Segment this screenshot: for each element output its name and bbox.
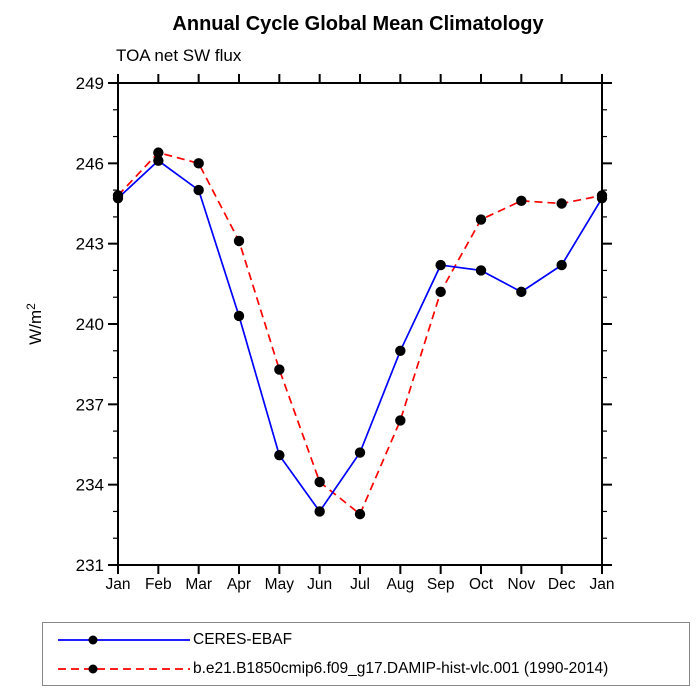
series-lines — [117, 151, 603, 516]
data-point — [314, 506, 325, 517]
data-point — [314, 476, 325, 488]
x-tick-label: Jan — [106, 576, 131, 593]
data-point — [475, 214, 487, 225]
y-tick-label: 243 — [76, 235, 104, 254]
data-point — [193, 158, 204, 169]
data-point — [274, 450, 285, 461]
y-tick-label: 249 — [76, 74, 104, 93]
y-tick-label: 231 — [76, 556, 104, 575]
axes — [108, 74, 612, 574]
x-tick-label: Sep — [427, 576, 455, 593]
legend: CERES-EBAF b.e21.B1850cmip6.f09_g17.DAMI… — [42, 622, 690, 686]
data-point — [516, 286, 527, 298]
legend-item-model: b.e21.B1850cmip6.f09_g17.DAMIP-hist-vlc.… — [43, 654, 689, 683]
data-point — [435, 259, 446, 271]
series-line-1 — [117, 151, 603, 516]
x-tick-label: Apr — [227, 576, 251, 593]
data-point — [395, 415, 406, 426]
axis-tick-labels: 231 234 237 240 243 246 249 Jan Feb Mar Apr May Jun J… — [76, 74, 615, 593]
data-point — [435, 286, 446, 298]
data-point — [354, 508, 366, 520]
data-point — [475, 265, 487, 276]
data-point — [516, 195, 527, 207]
x-tick-label: Dec — [548, 576, 576, 593]
data-points — [112, 147, 608, 520]
legend-marker — [88, 635, 98, 644]
y-tick-label: 240 — [76, 315, 104, 334]
x-tick-label: May — [265, 576, 295, 593]
y-tick-label: 246 — [76, 154, 104, 173]
data-point — [233, 235, 245, 247]
y-tick-label: 237 — [76, 395, 104, 414]
x-tick-label: Jun — [307, 576, 332, 593]
y-axis-title: W/m2 — [24, 303, 45, 345]
y-tick-label: 234 — [76, 476, 104, 495]
legend-label-model: b.e21.B1850cmip6.f09_g17.DAMIP-hist-vlc.… — [193, 659, 609, 677]
x-tick-label: Nov — [508, 576, 536, 593]
series-line-0 — [117, 159, 603, 513]
data-point — [193, 184, 204, 196]
x-tick-label: Jan — [590, 576, 615, 593]
data-point — [153, 155, 164, 166]
x-tick-label: Jul — [350, 576, 370, 593]
y-minor-ticks — [113, 109, 607, 539]
legend-line-sample — [58, 635, 190, 644]
legend-item-ceres-ebaf: CERES-EBAF — [43, 625, 689, 654]
x-tick-label: Feb — [145, 576, 172, 593]
legend-label-ceres-ebaf: CERES-EBAF — [193, 630, 293, 648]
data-point — [354, 447, 366, 458]
chart-title: Annual Cycle Global Mean Climatology — [172, 13, 544, 35]
data-point — [395, 345, 406, 356]
x-tick-label: Mar — [185, 576, 212, 593]
data-point — [153, 147, 164, 158]
data-point — [233, 310, 245, 322]
legend-line-sample — [58, 664, 190, 673]
legend-marker — [88, 664, 98, 673]
data-point — [596, 190, 608, 201]
plot-svg: 231 234 237 240 243 246 249 Jan Feb Mar Apr May Jun J… — [24, 74, 615, 593]
data-point — [556, 259, 567, 271]
data-point — [274, 364, 285, 375]
data-point — [112, 190, 124, 201]
data-point — [556, 198, 567, 209]
x-tick-label: Aug — [387, 576, 415, 593]
chart-subtitle: TOA net SW flux — [116, 46, 242, 65]
x-tick-label: Oct — [469, 576, 494, 593]
